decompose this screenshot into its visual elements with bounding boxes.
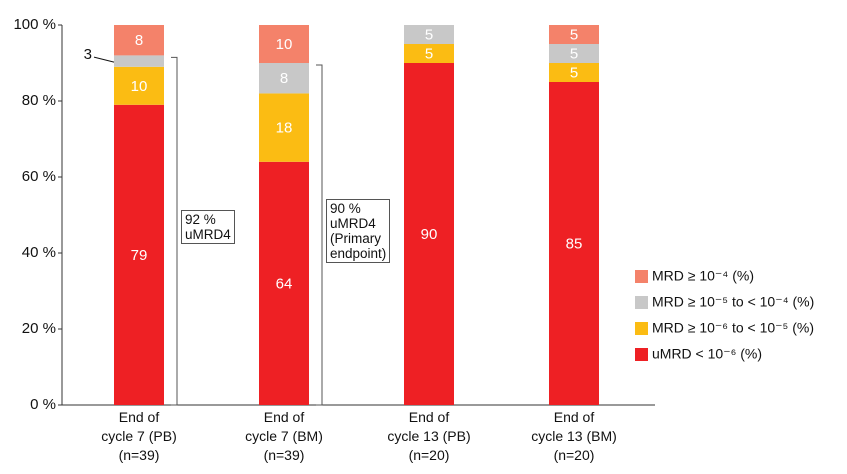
bracket [171,56,178,406]
bar-segment [259,25,309,63]
x-tick-label: End of cycle 13 (PB) (n=20) [387,409,471,463]
value-label: 79 [131,247,148,264]
bar-segment [114,104,164,406]
value-label: 64 [276,275,293,292]
legend-swatch [635,270,648,283]
bar-segment [549,82,599,405]
bar-segment [114,55,164,67]
value-label: 5 [425,45,433,62]
bar-segment [114,25,164,56]
bracket [316,64,323,406]
x-tick-label: End of cycle 13 (BM) (n=20) [531,409,617,463]
bar-segment [549,25,599,44]
value-label: 10 [131,78,148,95]
value-label: 5 [570,26,578,43]
bar-segment [404,63,454,405]
value-label: 85 [566,235,583,252]
value-label: 90 [421,226,438,243]
value-label: 8 [280,70,288,87]
legend-swatch [635,322,648,335]
y-tick-label: 0 % [30,396,56,413]
value-label: 10 [276,36,293,53]
bar-segment [404,25,454,44]
legend-label: MRD ≥ 10⁻⁴ (%) [652,268,754,284]
bar-segment [259,161,309,405]
bar-segment [259,63,309,94]
bar-segment [259,93,309,162]
y-tick-label: 60 % [22,168,56,185]
value-label: 18 [276,120,293,137]
y-tick-label: 80 % [22,92,56,109]
value-label: 5 [570,64,578,81]
x-tick-label: End of cycle 7 (PB) (n=39) [101,409,177,463]
legend-swatch [635,348,648,361]
annotation: 90 % uMRD4 (Primary endpoint) [326,199,391,263]
legend-label: MRD ≥ 10⁻⁵ to < 10⁻⁴ (%) [652,294,814,310]
leader-line [93,56,115,63]
bar-segment [549,63,599,82]
value-label: 5 [425,26,433,43]
legend-label: MRD ≥ 10⁻⁶ to < 10⁻⁵ (%) [652,320,814,336]
legend-label: uMRD < 10⁻⁶ (%) [652,346,762,362]
y-tick-label: 40 % [22,244,56,261]
bar-segment [114,66,164,105]
bar-segment [549,44,599,63]
y-tick-label: 100 % [13,16,56,33]
y-tick-label: 20 % [22,320,56,337]
bar-segment [404,44,454,63]
x-tick-label: End of cycle 7 (BM) (n=39) [245,409,323,463]
annotation: 92 % uMRD4 [181,210,235,245]
value-label: 5 [570,45,578,62]
value-label: 8 [135,32,143,49]
value-label: 3 [84,46,92,63]
legend-swatch [635,296,648,309]
